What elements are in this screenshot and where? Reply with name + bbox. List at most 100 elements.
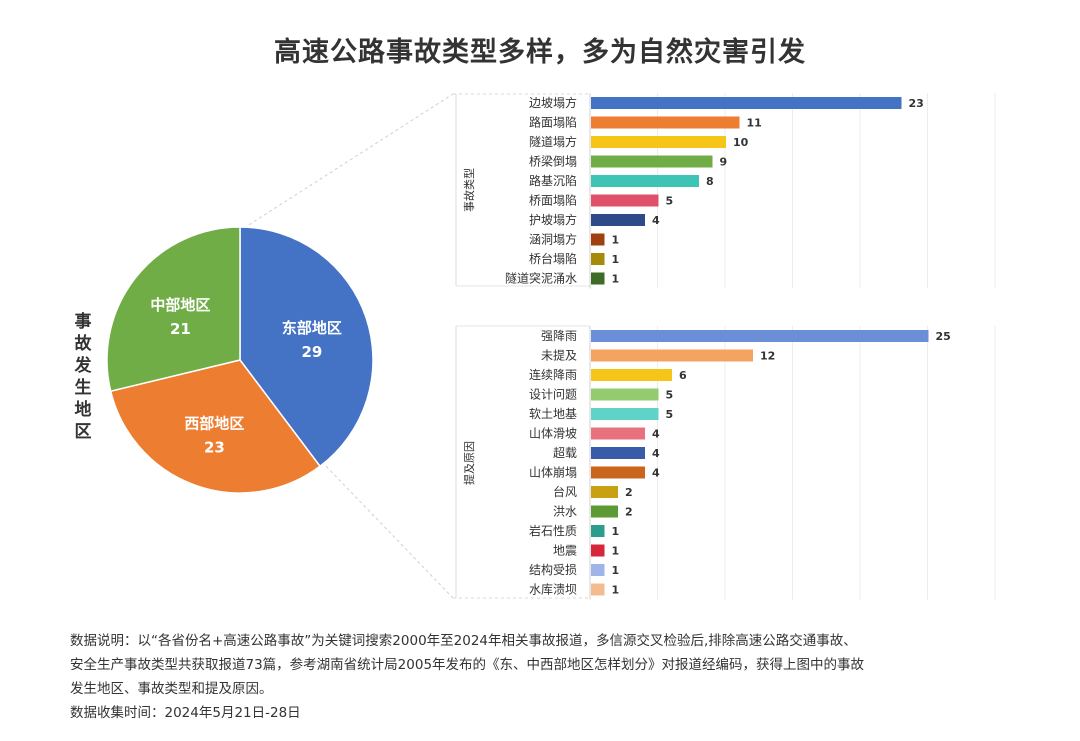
bar-category-label: 山体滑坡 — [529, 427, 577, 441]
bar — [591, 253, 605, 265]
bar-category-label: 连续降雨 — [529, 367, 577, 382]
bar — [591, 505, 618, 518]
bar-category-label: 路面塌陷 — [529, 115, 577, 130]
note-line: 发生地区、事故类型和提及原因。 — [70, 681, 273, 697]
bar-value-label: 2 — [625, 506, 633, 519]
bar-value-label: 11 — [747, 117, 762, 130]
bar-category-label: 护坡塌方 — [529, 212, 577, 227]
bar-value-label: 23 — [909, 97, 924, 110]
chart-title: 高速公路事故类型多样，多为自然灾害引发 — [274, 37, 806, 68]
bar-value-label: 5 — [666, 389, 674, 402]
bar-category-label: 超载 — [553, 445, 577, 460]
bar-category-label: 山体崩塌 — [529, 466, 577, 480]
bar-category-label: 隧道突泥涌水 — [505, 271, 577, 286]
bar — [591, 369, 672, 381]
pie-slice — [106, 226, 241, 393]
bar — [591, 544, 605, 557]
bar — [591, 486, 618, 498]
bar-category-label: 岩石性质 — [529, 523, 577, 538]
note-line: 数据收集时间：2024年5月21日-28日 — [70, 705, 301, 721]
bar — [591, 272, 605, 285]
bar-category-label: 结构受损 — [529, 562, 577, 577]
bar — [591, 330, 929, 342]
bar-value-label: 4 — [652, 467, 660, 480]
pie-axis-title-char: 发 — [74, 355, 93, 376]
bar-category-label: 软土地基 — [529, 407, 577, 421]
bar-value-label: 1 — [612, 234, 620, 247]
bar-category-label: 未提及 — [541, 348, 577, 363]
pie-slice-label: 东部地区 — [282, 319, 342, 337]
data-notes: 数据说明：以“各省份名+高速公路事故”为关键词搜索2000年至2024年相关事故… — [70, 629, 1030, 725]
bar-category-label: 地震 — [553, 544, 577, 558]
pie-slice — [109, 359, 322, 494]
pie-axis-title-char: 事 — [75, 312, 92, 332]
bar-value-label: 1 — [612, 525, 620, 538]
bar-category-label: 水库溃坝 — [529, 582, 577, 597]
bar — [591, 427, 645, 440]
bar-value-label: 4 — [652, 214, 660, 227]
bar-category-label: 桥面塌陷 — [529, 193, 577, 208]
pie-bar-connectors — [243, 93, 590, 599]
bar-value-label: 10 — [733, 136, 749, 149]
bar-value-label: 6 — [679, 369, 687, 382]
note-line: 数据说明：以“各省份名+高速公路事故”为关键词搜索2000年至2024年相关事故… — [70, 633, 857, 649]
bar-value-label: 1 — [612, 584, 620, 597]
bar-value-label: 25 — [936, 330, 951, 343]
bar — [591, 97, 902, 109]
bar-value-label: 5 — [666, 408, 674, 421]
bar-category-label: 隧道塌方 — [529, 134, 577, 149]
pie-axis-title-char: 故 — [75, 333, 93, 354]
bar-value-label: 12 — [760, 350, 775, 363]
bar-category-label: 桥梁倒塌 — [529, 154, 577, 169]
bar-category-label: 路基沉陷 — [529, 173, 577, 188]
bar — [591, 583, 605, 596]
bar — [591, 175, 699, 187]
pie-axis-title-char: 地 — [75, 399, 92, 420]
pie-slice-value: 21 — [170, 320, 191, 338]
pie-slice-value: 29 — [301, 343, 322, 361]
bar-category-label: 涵洞塌方 — [529, 232, 577, 247]
bar-value-label: 9 — [720, 156, 728, 169]
connector-line — [243, 93, 454, 229]
pie-slice-value: 23 — [204, 438, 225, 456]
bar-value-label: 2 — [625, 486, 633, 499]
bar — [591, 349, 753, 362]
bar-axis-title: 事故类型 — [462, 168, 476, 212]
bar — [591, 408, 659, 420]
bar-value-label: 1 — [612, 253, 620, 266]
bar-category-label: 桥台塌陷 — [529, 251, 577, 266]
bar-category-label: 边坡塌方 — [529, 95, 577, 110]
bar — [591, 116, 740, 129]
bar — [591, 447, 645, 459]
bar — [591, 194, 659, 207]
bar — [591, 214, 645, 226]
pie-slice-label: 中部地区 — [150, 296, 210, 314]
note-line: 安全生产事故类型共获取报道73篇，参考湖南省统计局2005年发布的《东、中西部地… — [70, 657, 865, 673]
bar-value-label: 1 — [612, 564, 620, 577]
pie-axis-title-char: 区 — [75, 422, 92, 442]
bar — [591, 466, 645, 479]
bar-category-label: 强降雨 — [541, 329, 577, 343]
bar-value-label: 4 — [652, 447, 660, 460]
region-pie-chart: 东部地区 29 西部地区 23 中部地区 21 — [106, 226, 374, 494]
bar — [591, 233, 605, 246]
bar-category-label: 洪水 — [553, 505, 577, 519]
pie-slice-label: 西部地区 — [184, 414, 244, 432]
bar-category-label: 台风 — [553, 484, 577, 499]
connector-line — [321, 461, 454, 599]
bar — [591, 136, 726, 148]
bar-axis-title: 提及原因 — [463, 441, 476, 485]
bar — [591, 155, 713, 168]
bar-value-label: 5 — [666, 195, 674, 208]
bar-value-label: 8 — [706, 175, 714, 188]
pie-axis-title-char: 生 — [75, 377, 92, 398]
bar — [591, 525, 605, 537]
bar-value-label: 4 — [652, 428, 660, 441]
bar — [591, 564, 605, 576]
bar-category-label: 设计问题 — [529, 388, 577, 402]
bar-value-label: 1 — [612, 273, 620, 286]
